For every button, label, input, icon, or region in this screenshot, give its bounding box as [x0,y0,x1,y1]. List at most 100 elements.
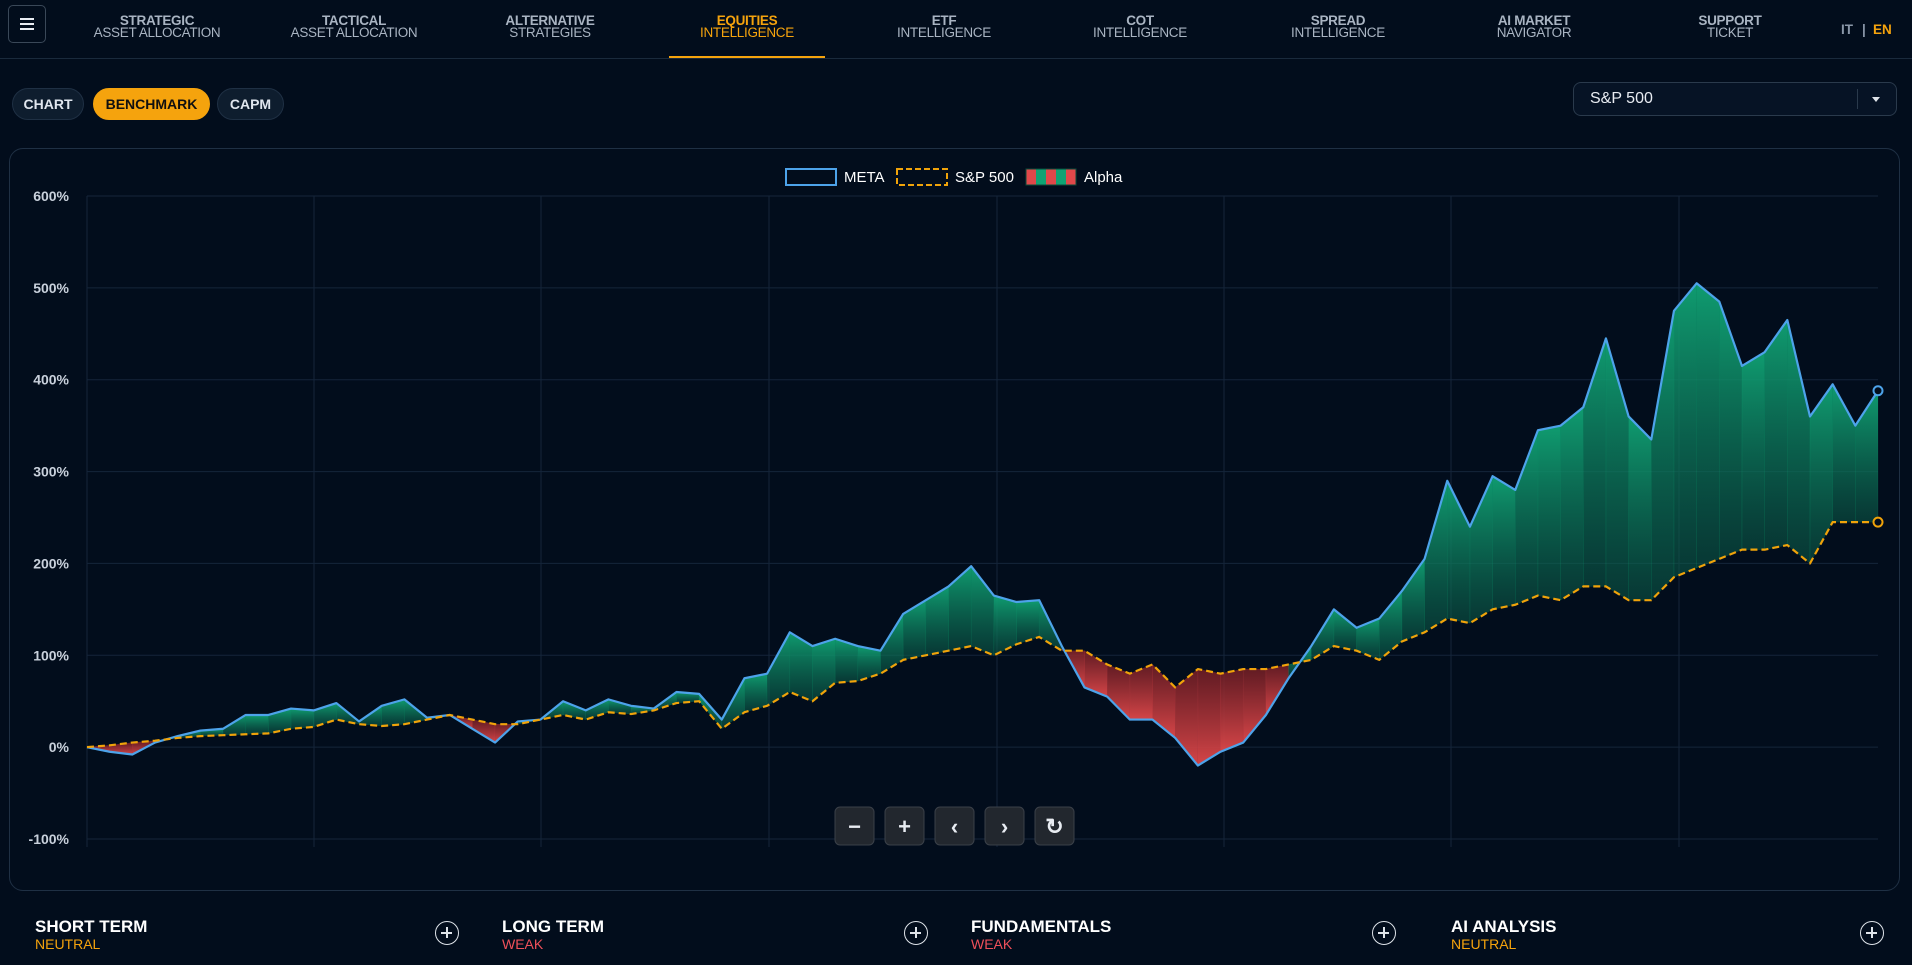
y-tick-label: 500% [33,280,69,296]
legend-swatch [1056,169,1066,185]
alpha-area [290,708,314,730]
nav-item-line: ASSET ALLOCATION [93,25,221,40]
alpha-area [1628,415,1652,601]
nav-item[interactable]: EQUITIES INTELLIGENCE [652,13,842,40]
legend-label: S&P 500 [955,169,1014,186]
expand-button[interactable] [435,921,459,945]
end-marker [1872,385,1884,397]
nav-item-line: INTELLIGENCE [1093,25,1187,40]
alpha-area [245,714,269,735]
nav-item[interactable]: ETF INTELLIGENCE [849,13,1039,40]
legend-swatch [896,168,948,186]
nav-item-line: ASSET ALLOCATION [290,25,418,40]
alpha-area [993,595,1017,656]
nav-item-line: STRATEGIC [119,13,195,28]
language[interactable]: EN [1873,22,1892,37]
nav-item[interactable]: SPREAD INTELLIGENCE [1243,14,1433,40]
alpha-area [1651,310,1675,601]
nav-item-line: EQUITIES [716,13,778,28]
nav-item[interactable]: STRATEGIC ASSET ALLOCATION [62,13,252,40]
zoom-button[interactable]: ‹ [934,806,975,846]
nav-item[interactable]: SUPPORT TICKET [1635,14,1825,40]
y-tick-label: 200% [33,555,69,571]
alpha-area [1764,319,1788,550]
alpha-area [1469,476,1493,624]
nav-item-line: INTELLIGENCE [1291,25,1385,40]
zoom-button[interactable]: + [884,806,925,846]
nav-item-line: ALTERNATIVE [505,13,595,28]
alpha-area [1719,301,1743,560]
nav-item-line: TACTICAL [321,13,387,28]
zoom-button-label: › [1001,814,1008,839]
legend-swatch [785,168,837,186]
zoom-button-bg [1034,806,1075,846]
series-line [86,282,1879,767]
zoom-button-label: + [898,814,911,839]
select-value: S&P 500 [1590,90,1653,107]
nav-item-line: ETF [931,13,957,28]
alpha-area [1356,618,1380,661]
nav-item-line: TICKET [1706,25,1754,40]
zoom-button-bg [934,806,975,846]
alpha-area [1492,475,1516,610]
alpha-area [948,565,972,651]
alpha-area [1787,319,1811,564]
end-marker [1872,516,1884,528]
zoom-button-bg [834,806,875,846]
legend-label: Alpha [1084,169,1123,186]
expand-button[interactable] [1860,921,1884,945]
nav-item-line: INTELLIGENCE [897,25,991,40]
series-line [86,520,1878,749]
expand-button[interactable] [1372,921,1396,945]
zoom-button[interactable]: − [834,806,875,846]
y-tick-label: -100% [29,831,70,847]
tab-button[interactable]: CHART [12,88,84,120]
chart: -100% 0% 100% 200% 300% 400% 500% 600% META S&P 5… [29,168,1884,847]
card-title: FUNDAMENTALS [971,917,1112,936]
nav-bar: STRATEGIC ASSET ALLOCATION TACTICAL ASSET A… [0,0,1912,59]
zoom-button-label: ‹ [951,814,958,839]
legend-swatch-border [1025,168,1077,186]
alpha-area [1515,430,1539,606]
nav-item-line: INTELLIGENCE [700,25,794,40]
nav-item[interactable]: TACTICAL ASSET ALLOCATION [259,13,449,40]
nav-item-line: STRATEGIES [509,25,591,40]
alpha-area [789,631,813,702]
y-tick-label: 0% [49,739,70,755]
alpha-area [562,700,587,720]
alpha-area [1401,558,1425,642]
tab-button[interactable]: CAPM [217,88,284,120]
nav-item[interactable]: AI MARKET NAVIGATOR [1439,13,1629,40]
card-status: WEAK [971,936,1013,952]
y-tick-label: 600% [33,188,69,204]
legend-swatch [1066,169,1076,185]
zoom-button-bg [984,806,1025,846]
nav-item-line: NAVIGATOR [1496,25,1572,40]
alpha-area [1855,389,1879,523]
zoom-button[interactable]: ↻ [1034,806,1075,846]
zoom-button-label: − [848,814,861,839]
language[interactable]: IT [1841,22,1853,37]
tab-button[interactable]: BENCHMARK [93,88,210,120]
alpha-area [1673,282,1697,578]
nav-item[interactable]: ALTERNATIVE STRATEGIES [455,13,645,40]
alpha-area [925,585,949,656]
zoom-button[interactable]: › [984,806,1025,846]
alpha-area [1129,664,1153,720]
nav-item-line: COT [1126,13,1154,28]
alpha-area [1560,406,1584,601]
y-tick-label: 100% [33,647,69,663]
alpha-area [1424,480,1448,633]
active-underline [669,56,825,58]
legend-swatch [1036,169,1046,185]
card-status: NEUTRAL [1451,936,1517,952]
expand-button[interactable] [904,921,928,945]
alpha-area [1696,282,1720,569]
nav-item-line: AI MARKET [1497,13,1571,28]
y-tick-label: 400% [33,372,69,388]
zoom-button-bg [884,806,925,846]
benchmark-select[interactable]: S&P 500 [1573,82,1897,116]
menu-button[interactable] [8,5,46,43]
nav-item[interactable]: COT INTELLIGENCE [1045,13,1235,40]
